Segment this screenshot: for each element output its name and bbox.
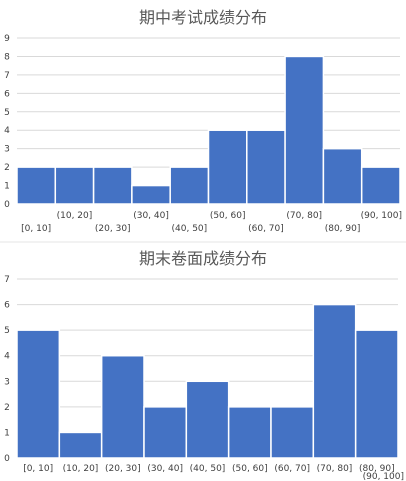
final-x-tick-label: (30, 40] (147, 464, 183, 474)
final-x-tick-label: [0, 10] (23, 464, 53, 474)
final-y-tick-label: 6 (4, 301, 10, 311)
final-bar-6 (229, 407, 271, 458)
final-bar-8 (313, 305, 355, 458)
midterm-y-tick-label: 8 (4, 52, 10, 62)
final-x-tick-label: (70, 80] (317, 464, 353, 474)
midterm-y-tick-label: 1 (4, 182, 10, 192)
final-y-tick-label: 3 (4, 377, 10, 387)
final-bar-3 (102, 356, 144, 458)
final-chart: 期末卷面成绩分布 0 1 2 3 4 5 6 7 [0, 10] (10, 20] (20, 30… (4, 249, 404, 481)
final-y-axis: 0 1 2 3 4 5 6 7 (4, 275, 10, 464)
midterm-bar-6 (209, 130, 247, 204)
midterm-x-tick-label: (50, 60] (210, 211, 246, 221)
midterm-y-tick-label: 7 (4, 71, 10, 81)
midterm-y-tick-label: 0 (4, 200, 10, 210)
final-bar-1 (17, 330, 59, 458)
final-x-tick-label: (50, 60] (232, 464, 268, 474)
midterm-bar-2 (55, 167, 93, 204)
final-x-tick-label: (20, 30] (105, 464, 141, 474)
final-bar-2 (59, 432, 101, 458)
final-bar-4 (144, 407, 186, 458)
midterm-bar-5 (170, 167, 208, 204)
final-chart-title: 期末卷面成绩分布 (139, 249, 267, 268)
final-x-tick-label: (60, 70] (274, 464, 310, 474)
midterm-bar-1 (17, 167, 55, 204)
midterm-bar-3 (94, 167, 132, 204)
midterm-x-tick-label: (70, 80] (286, 211, 322, 221)
final-bar-9 (356, 330, 398, 458)
midterm-y-tick-label: 9 (4, 34, 10, 44)
final-y-tick-label: 4 (4, 352, 10, 362)
midterm-bar-8 (285, 56, 323, 204)
midterm-chart-title: 期中考试成绩分布 (139, 8, 267, 27)
midterm-x-tick-label: (10, 20] (57, 211, 93, 221)
midterm-x-tick-label: (90, 100] (361, 211, 402, 221)
midterm-y-axis: 0 1 2 3 4 5 6 7 8 9 (4, 34, 10, 210)
final-y-tick-label: 1 (4, 428, 10, 438)
midterm-bar-4 (132, 186, 170, 204)
midterm-y-tick-label: 2 (4, 163, 10, 173)
final-bar-5 (186, 381, 228, 458)
midterm-y-tick-label: 3 (4, 145, 10, 155)
midterm-chart: 期中考试成绩分布 0 1 2 3 4 5 6 7 8 9 [0, 10] (10, 20](20, … (4, 8, 402, 234)
midterm-x-axis: [0, 10](10, 20](20, 30](30, 40](40, 50](… (21, 211, 402, 234)
final-y-tick-label: 2 (4, 403, 10, 413)
final-y-tick-label: 5 (4, 326, 10, 336)
midterm-x-tick-label: (20, 30] (95, 224, 131, 234)
final-x-tick-label: (10, 20] (63, 464, 99, 474)
midterm-x-tick-label: (80, 90] (325, 224, 361, 234)
midterm-x-tick-label: (40, 50] (172, 224, 208, 234)
midterm-x-tick-label: (30, 40] (133, 211, 169, 221)
midterm-y-tick-label: 5 (4, 108, 10, 118)
final-bar-7 (271, 407, 313, 458)
midterm-bar-9 (323, 149, 361, 204)
midterm-y-tick-label: 4 (4, 126, 10, 136)
final-y-tick-label: 7 (4, 275, 10, 285)
midterm-x-tick-label: (60, 70] (248, 224, 284, 234)
final-x-tick-label: (90, 100] (363, 472, 404, 481)
final-y-tick-label: 0 (4, 454, 10, 464)
midterm-bar-7 (247, 130, 285, 204)
final-x-tick-label: (40, 50] (190, 464, 226, 474)
midterm-bar-10 (362, 167, 400, 204)
midterm-x-tick-label: [0, 10] (21, 224, 51, 234)
final-x-axis: [0, 10] (10, 20] (20, 30] (30, 40] (40, 50] (… (23, 464, 404, 481)
midterm-y-tick-label: 6 (4, 89, 10, 99)
